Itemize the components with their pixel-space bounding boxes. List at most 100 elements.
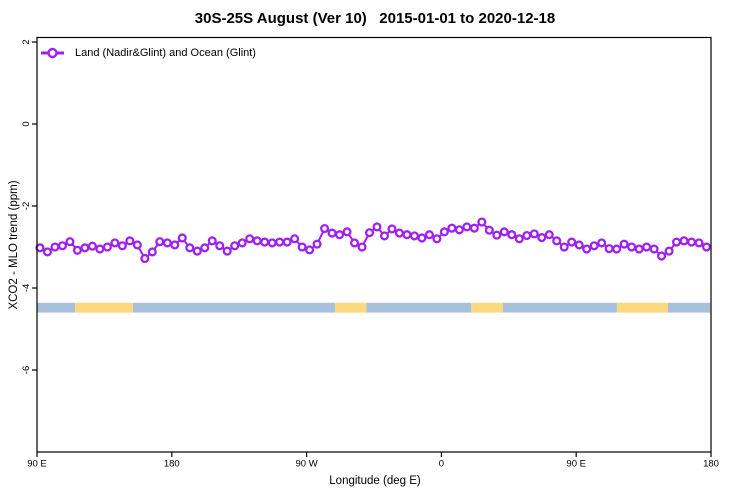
land-ocean-band — [37, 302, 711, 313]
data-point — [657, 251, 667, 261]
data-point — [80, 243, 90, 253]
data-point — [364, 228, 375, 238]
data-point — [679, 236, 689, 246]
data-point — [65, 237, 75, 247]
data-point — [117, 241, 127, 251]
x-tick-label: 90 E — [566, 459, 586, 470]
data-point — [207, 236, 217, 246]
band-segment-ocean — [366, 302, 472, 313]
data-point — [342, 227, 352, 237]
data-point — [147, 247, 157, 257]
data-point — [305, 245, 315, 255]
data-point — [567, 237, 577, 247]
data-point — [222, 246, 232, 256]
data-point — [349, 238, 360, 248]
data-point — [597, 238, 607, 248]
legend — [41, 47, 64, 59]
data-point — [35, 243, 45, 253]
x-tick-label: 180 — [164, 459, 180, 470]
data-point — [72, 245, 82, 255]
data-point — [649, 244, 659, 254]
data-point — [102, 242, 112, 252]
data-point — [267, 238, 277, 248]
data-point — [170, 240, 180, 250]
data-point — [447, 223, 457, 233]
data-point — [582, 244, 592, 254]
data-point — [125, 236, 135, 246]
data-point — [312, 239, 322, 249]
data-point — [155, 237, 165, 247]
axes: 90 E 180 90 W 0 90 E 180 2 0 -2 -4 -6 — [21, 36, 719, 470]
data-point — [627, 242, 637, 252]
data-point — [379, 231, 390, 241]
data-point — [50, 242, 60, 252]
data-point — [387, 224, 397, 234]
data-point — [140, 253, 150, 264]
data-point — [612, 244, 622, 254]
data-point — [424, 230, 434, 240]
data-point — [42, 247, 53, 257]
data-point — [95, 244, 105, 254]
data-point — [260, 237, 270, 247]
band-segment-land — [75, 302, 134, 313]
data-point — [230, 241, 240, 251]
x-tick-label: 0 — [439, 459, 444, 470]
data-point — [522, 230, 532, 241]
data-point — [686, 237, 697, 247]
data-point — [432, 234, 442, 244]
data-point — [672, 237, 682, 247]
data-point — [162, 238, 172, 248]
data-point — [492, 230, 502, 240]
data-point — [282, 237, 292, 247]
data-point — [185, 243, 195, 253]
band-segment-land — [616, 302, 669, 313]
data-point — [454, 225, 464, 235]
y-tick-label: -4 — [21, 284, 32, 292]
data-point — [110, 238, 120, 248]
data-point — [701, 242, 712, 252]
y-tick-label: -6 — [21, 366, 32, 374]
data-point — [409, 231, 419, 241]
data-point — [132, 240, 142, 250]
data-point — [619, 239, 629, 249]
data-point — [297, 242, 307, 252]
x-tick-label: 90 W — [296, 459, 318, 470]
data-point — [544, 230, 554, 240]
data-point — [664, 246, 674, 256]
data-point — [394, 228, 405, 238]
band-segment-ocean — [668, 302, 711, 313]
band-segment-ocean — [502, 302, 617, 313]
y-tick-label: 2 — [21, 39, 32, 44]
data-point — [604, 244, 614, 254]
data-point — [177, 233, 187, 243]
data-point — [372, 222, 382, 232]
x-axis-title: Longitude (deg E) — [329, 475, 421, 487]
data-point — [559, 242, 569, 252]
x-tick-label: 90 E — [27, 459, 47, 470]
data-point — [537, 233, 547, 243]
data-point — [507, 230, 517, 240]
data-point — [462, 222, 472, 232]
data-point — [245, 234, 255, 244]
data-point — [417, 233, 427, 243]
data-point — [57, 241, 68, 251]
data-point — [290, 234, 300, 244]
data-point — [215, 241, 225, 251]
band-segment-land — [471, 302, 503, 313]
band-segment-ocean — [133, 302, 336, 313]
data-point — [275, 237, 285, 247]
y-tick-label: -2 — [21, 202, 32, 210]
data-point — [87, 241, 97, 251]
band-segment-land — [335, 302, 367, 313]
data-point — [514, 234, 524, 244]
data-point — [402, 230, 412, 240]
data-point — [484, 225, 494, 235]
data-point — [327, 228, 337, 238]
data-point — [634, 244, 644, 254]
plot-box — [36, 36, 712, 453]
data-point — [552, 236, 562, 246]
data-point — [589, 241, 599, 251]
data-point — [357, 242, 367, 252]
data-point — [529, 229, 539, 239]
legend-label: Land (Nadir&Glint) and Ocean (Glint) — [75, 47, 256, 59]
